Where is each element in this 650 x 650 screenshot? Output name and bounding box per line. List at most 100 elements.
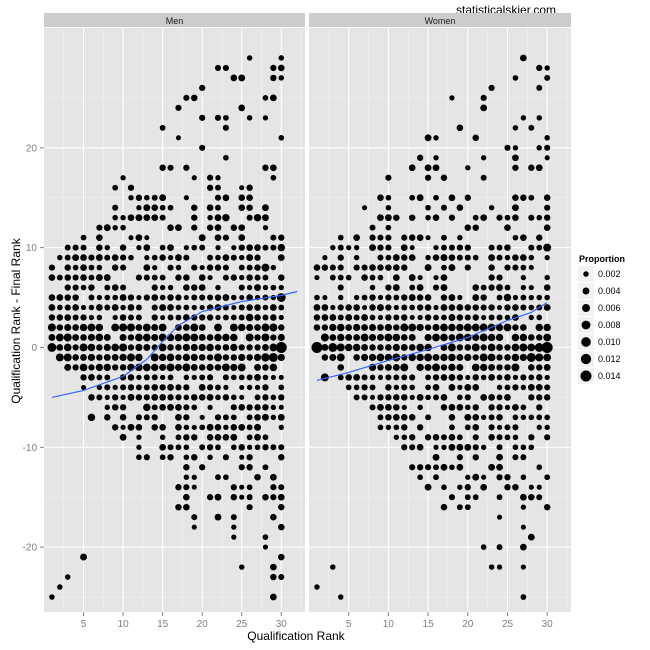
data-point [496, 494, 503, 501]
data-point [440, 284, 448, 291]
data-point [246, 55, 253, 61]
data-point [488, 564, 495, 570]
data-point [175, 324, 182, 331]
data-point [440, 463, 448, 471]
data-point [369, 304, 376, 311]
data-point [128, 254, 134, 261]
data-point [424, 483, 432, 491]
data-point [112, 204, 119, 211]
data-point [238, 284, 245, 291]
data-point [535, 353, 544, 362]
data-point [111, 304, 119, 311]
data-point [87, 333, 96, 342]
data-point [95, 363, 104, 372]
data-point [544, 384, 551, 391]
data-point [369, 394, 376, 400]
data-point [64, 284, 71, 291]
data-point [409, 374, 416, 381]
data-point [270, 444, 277, 451]
data-point [369, 244, 376, 252]
data-point [119, 353, 127, 362]
data-point [222, 264, 229, 271]
data-point [159, 424, 166, 431]
data-point [135, 414, 142, 421]
data-point [345, 324, 353, 331]
data-point [191, 224, 198, 231]
data-point [144, 254, 150, 261]
data-point [465, 474, 471, 480]
data-point [223, 114, 229, 121]
data-point [433, 464, 439, 471]
data-point [95, 304, 103, 311]
data-point [96, 314, 103, 321]
data-point [416, 343, 424, 352]
data-point [159, 404, 166, 411]
data-point [543, 284, 551, 291]
data-point [377, 244, 384, 251]
data-point [456, 434, 463, 441]
data-point [230, 363, 238, 371]
data-point [535, 164, 543, 172]
data-point [464, 504, 471, 511]
data-point [183, 245, 189, 251]
data-point [353, 354, 360, 361]
data-point [151, 363, 159, 372]
data-point [416, 393, 424, 401]
data-point [262, 284, 269, 291]
data-point [519, 333, 528, 342]
data-point [409, 304, 416, 311]
data-point [127, 384, 135, 391]
data-point [425, 414, 432, 421]
data-point [111, 424, 119, 431]
data-point [269, 593, 277, 601]
data-point [528, 304, 535, 311]
data-point [207, 454, 213, 461]
data-point [528, 164, 535, 171]
data-point [191, 175, 197, 181]
data-point [409, 384, 415, 391]
data-point [536, 374, 543, 381]
data-point [512, 164, 519, 171]
data-point [496, 404, 503, 411]
data-point [229, 323, 238, 332]
data-point [270, 513, 277, 521]
data-point [254, 254, 261, 261]
data-point [337, 264, 344, 271]
data-point [520, 324, 527, 331]
y-tick-label: 20 [26, 143, 38, 154]
data-point [504, 384, 511, 391]
data-point [278, 424, 284, 430]
data-point [72, 334, 80, 341]
data-point [47, 343, 57, 352]
data-point [143, 414, 150, 421]
data-point [448, 414, 456, 421]
data-point [72, 314, 79, 321]
data-point [433, 314, 439, 321]
data-point [262, 544, 269, 550]
data-point [464, 383, 472, 391]
data-point [440, 404, 448, 411]
data-point [512, 324, 519, 331]
data-point [472, 214, 479, 221]
data-point [536, 484, 542, 490]
data-point [433, 474, 439, 481]
data-point [496, 354, 503, 361]
data-point [472, 314, 479, 321]
data-point [104, 414, 111, 421]
data-point [369, 294, 376, 301]
data-point [337, 244, 344, 251]
y-tick-label: -10 [23, 443, 38, 454]
data-point [536, 424, 542, 430]
data-point [183, 434, 190, 441]
data-point [270, 573, 277, 581]
data-point [191, 474, 197, 480]
data-point [159, 164, 166, 171]
y-axis-title: Qualification Rank - Final Rank [9, 237, 23, 403]
data-point [215, 474, 221, 481]
data-point [96, 244, 103, 251]
data-point [433, 244, 439, 251]
data-point [480, 174, 487, 181]
data-point [527, 343, 536, 352]
data-point [151, 284, 158, 291]
data-point [448, 373, 456, 381]
